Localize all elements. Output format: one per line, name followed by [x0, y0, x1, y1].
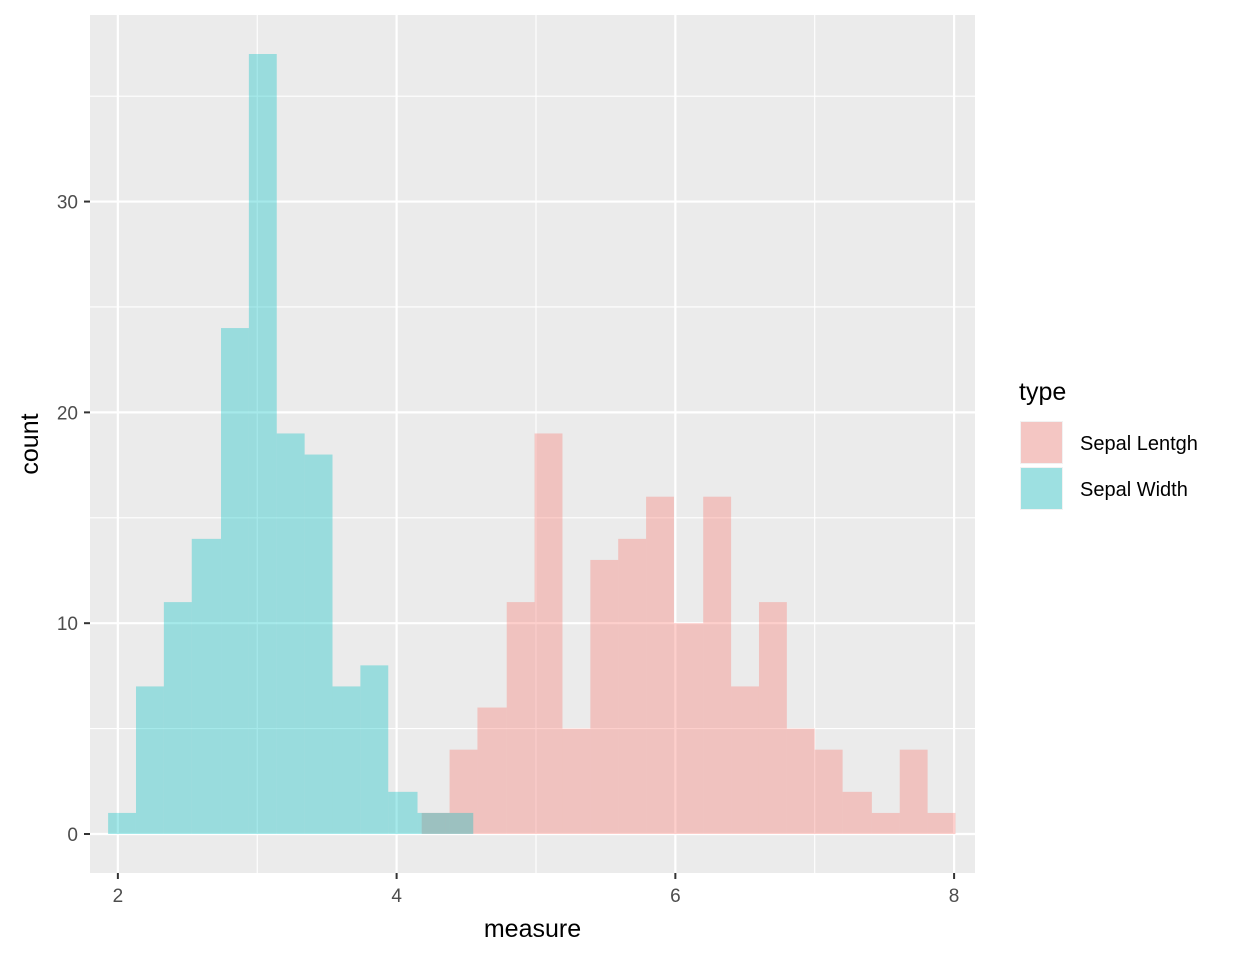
major-gridlines [90, 15, 975, 873]
legend-label-sepal-lentgh: Sepal Lentgh [1080, 433, 1198, 455]
bar-sepal-width [332, 686, 361, 834]
x-axis: 2 4 6 8 [113, 873, 960, 907]
bar-sepal-lentgh [506, 602, 535, 834]
bar-sepal-lentgh [842, 791, 872, 834]
y-tick-label: 0 [67, 825, 78, 846]
bar-sepal-lentgh [421, 812, 450, 834]
legend-swatch-sepal-width [1021, 468, 1062, 509]
bar-sepal-lentgh [871, 812, 900, 834]
bar-sepal-width [417, 812, 446, 834]
legend-label-sepal-width: Sepal Width [1080, 479, 1188, 501]
bar-sepal-lentgh [618, 538, 647, 834]
bar-sepal-lentgh [927, 812, 956, 834]
legend: type Sepal Lentgh Sepal Width [1019, 378, 1198, 510]
plot-panel [90, 15, 975, 873]
bar-sepal-lentgh [731, 686, 759, 834]
bar-sepal-width [221, 328, 249, 834]
minor-gridlines [90, 15, 975, 873]
x-tick-label: 4 [391, 886, 402, 907]
bar-sepal-lentgh [534, 433, 563, 834]
y-tick-label: 10 [57, 614, 78, 635]
bar-sepal-width [108, 812, 136, 834]
bar-sepal-width [304, 454, 333, 834]
histogram-bars [108, 54, 956, 834]
bar-sepal-lentgh [449, 749, 478, 834]
x-tick-label: 2 [113, 886, 124, 907]
bar-sepal-lentgh [758, 602, 787, 834]
bar-sepal-width [388, 791, 418, 834]
legend-entries: Sepal Lentgh Sepal Width [1020, 421, 1198, 510]
y-tick-label: 30 [57, 193, 78, 214]
bar-sepal-width [360, 665, 389, 834]
x-tick-label: 6 [670, 886, 681, 907]
bar-sepal-width [276, 433, 305, 834]
bar-sepal-lentgh [590, 559, 619, 834]
bar-sepal-lentgh [786, 728, 815, 834]
bar-sepal-lentgh [477, 707, 507, 834]
bar-sepal-lentgh [562, 728, 591, 834]
y-axis: 0 10 20 30 [57, 193, 90, 846]
bar-sepal-lentgh [673, 623, 704, 834]
bar-sepal-width [248, 54, 277, 834]
y-tick-label: 20 [57, 403, 78, 424]
series-sepal-width [108, 54, 474, 834]
series-sepal-lentgh [421, 433, 956, 834]
legend-key-background [1020, 421, 1063, 464]
bar-sepal-width [191, 538, 222, 834]
bar-sepal-width [135, 686, 164, 834]
y-axis-title: count [16, 413, 44, 474]
bar-sepal-width [445, 812, 474, 834]
x-axis-title: measure [484, 915, 581, 943]
bar-sepal-width [163, 602, 192, 834]
bar-sepal-lentgh [814, 749, 843, 834]
legend-key-background [1020, 467, 1063, 510]
legend-title: type [1019, 378, 1066, 406]
bar-sepal-lentgh [646, 496, 674, 834]
legend-swatch-sepal-lentgh [1021, 422, 1062, 463]
bar-sepal-lentgh [899, 749, 928, 834]
bar-sepal-lentgh [703, 496, 732, 834]
x-tick-label: 8 [949, 886, 960, 907]
